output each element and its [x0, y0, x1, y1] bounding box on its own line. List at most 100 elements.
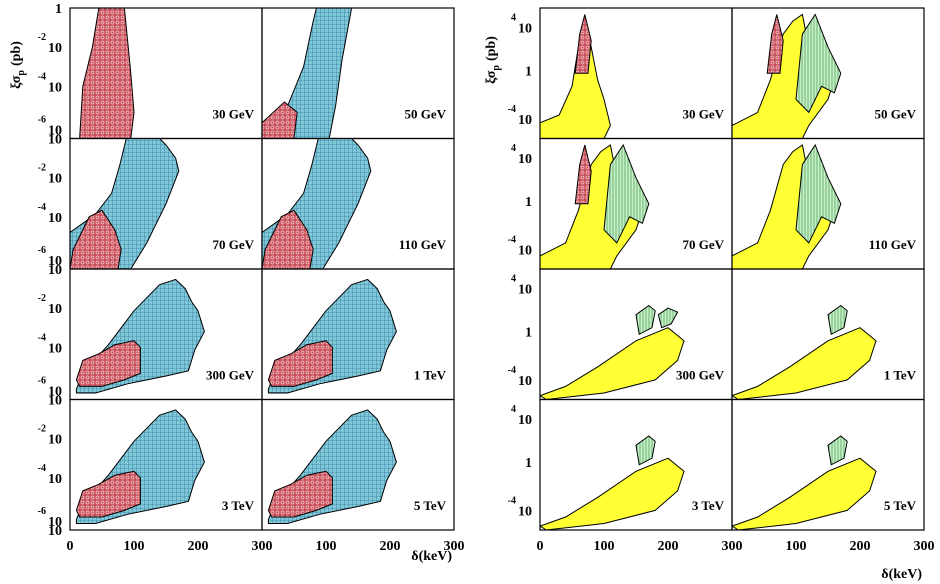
- y-tick-exp: 4: [511, 274, 516, 285]
- panel-label: 110 GeV: [869, 237, 917, 252]
- x-tick-label: 100: [124, 539, 145, 554]
- y-tick-label: 10: [518, 504, 532, 519]
- y-tick-label: 10: [48, 254, 62, 269]
- y-tick-label: 10: [48, 472, 62, 487]
- y-axis-label-part: (pb): [484, 36, 499, 61]
- x-tick-label: 200: [188, 539, 209, 554]
- yellow-region: [732, 457, 877, 530]
- y-tick-exp: -6: [38, 114, 46, 125]
- y-tick-label: 1: [525, 195, 532, 210]
- x-tick-label: 200: [658, 539, 679, 554]
- green-region: [657, 307, 679, 329]
- y-tick-label: 10: [48, 172, 62, 187]
- green-region: [827, 435, 848, 466]
- y-tick-exp: -2: [38, 293, 46, 304]
- y-tick-label: 10: [48, 341, 62, 356]
- panel: [540, 304, 685, 400]
- x-tick-label: 200: [380, 539, 401, 554]
- x-tick-label: 300: [444, 539, 465, 554]
- x-tick-label: 300: [914, 539, 935, 554]
- y-tick-exp: -2: [38, 424, 46, 435]
- panel-label: 30 GeV: [212, 107, 254, 122]
- panel: [732, 13, 842, 139]
- green-region: [635, 435, 656, 466]
- green-region: [795, 143, 842, 244]
- red-region: [75, 340, 141, 387]
- panel-label: 3 TeV: [692, 498, 725, 513]
- red-region: [267, 470, 333, 518]
- x-tick-label: 100: [594, 539, 615, 554]
- y-axis-label-part: p: [16, 70, 27, 76]
- blue-region: [262, 8, 353, 139]
- red-region: [75, 470, 141, 518]
- y-tick-label: 10: [48, 515, 62, 530]
- red-region: [79, 8, 135, 139]
- panel-label: 5 TeV: [414, 498, 447, 513]
- red-region: [574, 14, 592, 74]
- y-tick-exp: -2: [38, 32, 46, 43]
- y-tick-label: 10: [48, 433, 62, 448]
- y-tick-label: 10: [48, 384, 62, 399]
- green-region: [635, 304, 656, 336]
- y-tick-label: 10: [48, 263, 62, 278]
- panel-label: 1 TeV: [414, 368, 447, 383]
- y-axis-label-part: (pb): [9, 41, 24, 66]
- y-tick-label: 1: [55, 2, 62, 17]
- x-axis-label: δ(keV): [411, 549, 452, 564]
- panel-label: 50 GeV: [874, 107, 916, 122]
- panel: [540, 435, 685, 530]
- panel-label: 1 TeV: [884, 368, 917, 383]
- green-region: [603, 143, 650, 244]
- panel: [262, 138, 372, 269]
- y-tick-label: 10: [48, 80, 62, 95]
- panel: [267, 409, 397, 524]
- yellow-region: [540, 327, 685, 400]
- panel-label: 3 TeV: [222, 498, 255, 513]
- panel: [540, 14, 611, 139]
- red-region: [766, 14, 784, 74]
- y-tick-exp: -6: [38, 506, 46, 517]
- yellow-region: [540, 457, 685, 530]
- y-tick-label: 1: [525, 65, 532, 80]
- panel: [75, 278, 205, 394]
- y-tick-exp: 4: [511, 13, 516, 24]
- y-tick-label: 10: [518, 152, 532, 167]
- panel-label: 5 TeV: [884, 498, 917, 513]
- panel-label: 50 GeV: [404, 107, 446, 122]
- y-tick-label: 1: [525, 326, 532, 341]
- y-tick-exp: 4: [511, 143, 516, 154]
- red-region: [262, 209, 314, 269]
- x-tick-label: 100: [316, 539, 337, 554]
- red-region: [262, 101, 298, 139]
- panel: [732, 143, 842, 269]
- x-axis-label: δ(keV): [881, 567, 922, 582]
- green-region: [827, 304, 848, 336]
- y-tick-exp: -4: [508, 365, 516, 376]
- y-tick-label: 10: [518, 283, 532, 298]
- y-tick-label: 10: [48, 524, 62, 539]
- y-axis-label-part: p: [491, 65, 502, 71]
- panel: [262, 8, 353, 139]
- panel: [75, 409, 205, 524]
- green-region: [795, 13, 842, 114]
- panel-frame: [731, 398, 925, 531]
- x-tick-label: 100: [786, 539, 807, 554]
- y-tick-exp: -4: [38, 202, 46, 213]
- panel-label: 30 GeV: [682, 107, 724, 122]
- panel: [732, 435, 877, 530]
- y-tick-label: 1: [525, 456, 532, 471]
- y-tick-label: 10: [48, 133, 62, 148]
- y-tick-exp: 4: [511, 404, 516, 415]
- y-axis-label-part: ξσ: [9, 75, 24, 89]
- red-region: [267, 340, 333, 387]
- panel: [79, 8, 135, 139]
- panel-label: 110 GeV: [399, 237, 447, 252]
- yellow-region: [540, 20, 611, 139]
- y-tick-exp: -2: [38, 163, 46, 174]
- y-tick-exp: -6: [38, 245, 46, 256]
- y-tick-label: 10: [48, 123, 62, 138]
- panel: [70, 138, 180, 269]
- y-tick-label: 10: [518, 22, 532, 37]
- y-tick-exp: -4: [508, 104, 516, 115]
